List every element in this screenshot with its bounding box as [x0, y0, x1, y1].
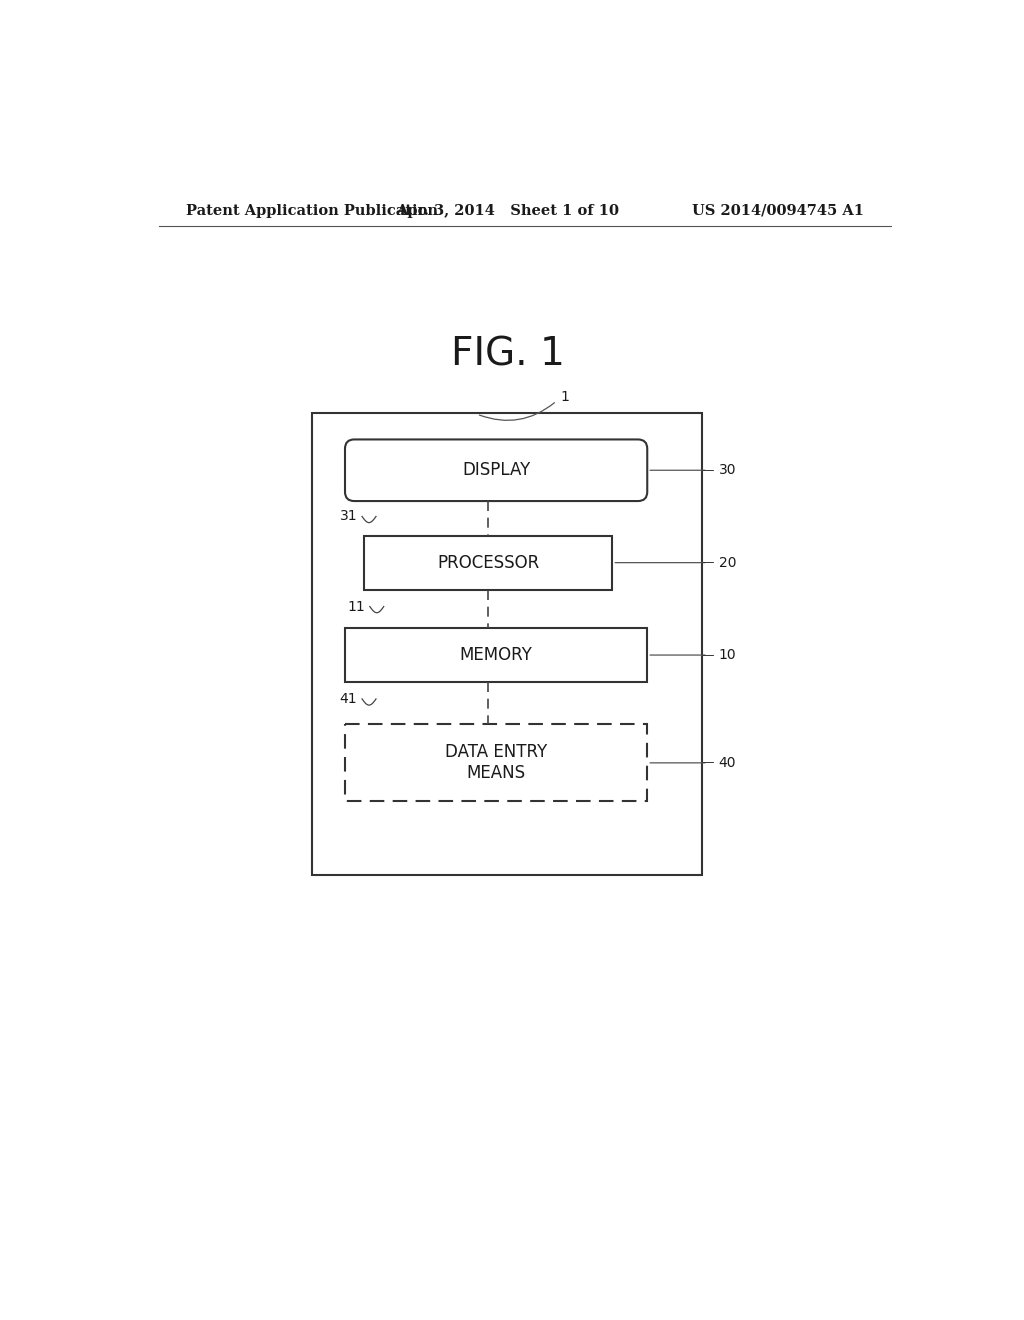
Text: Patent Application Publication: Patent Application Publication: [186, 203, 438, 218]
Text: MEMORY: MEMORY: [460, 645, 532, 664]
Text: 1: 1: [560, 391, 569, 404]
Bar: [345, 725, 647, 801]
Text: PROCESSOR: PROCESSOR: [437, 553, 540, 572]
Bar: [365, 536, 612, 590]
Text: DATA ENTRY
MEANS: DATA ENTRY MEANS: [445, 743, 547, 783]
Text: DISPLAY: DISPLAY: [462, 461, 530, 479]
Text: 31: 31: [340, 510, 357, 524]
Text: —: —: [701, 556, 714, 569]
Text: 20: 20: [719, 556, 736, 570]
Text: 30: 30: [719, 463, 736, 478]
Bar: [312, 412, 701, 874]
Text: 40: 40: [719, 756, 736, 770]
Text: 10: 10: [719, 648, 736, 663]
FancyBboxPatch shape: [345, 440, 647, 502]
Text: 11: 11: [347, 599, 366, 614]
Text: FIG. 1: FIG. 1: [451, 335, 564, 374]
Text: 41: 41: [340, 692, 357, 706]
Text: —: —: [701, 463, 714, 477]
Text: —: —: [701, 756, 714, 770]
Bar: [345, 628, 647, 682]
Text: US 2014/0094745 A1: US 2014/0094745 A1: [692, 203, 864, 218]
Text: Apr. 3, 2014   Sheet 1 of 10: Apr. 3, 2014 Sheet 1 of 10: [396, 203, 620, 218]
Text: —: —: [701, 648, 714, 661]
